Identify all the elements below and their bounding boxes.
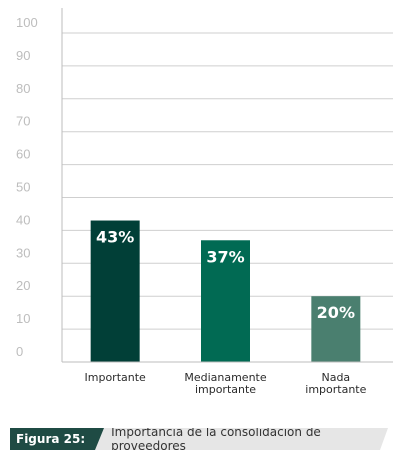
bar — [311, 296, 361, 362]
bar — [201, 240, 250, 362]
bar — [90, 220, 140, 362]
figure-number: Figura 25: — [10, 428, 105, 450]
y-tick-label: 40 — [16, 212, 30, 227]
bar-chart: 0 10 20 30 40 50 60 70 80 90 100 43% 37% 20% Importa… — [16, 8, 393, 396]
y-tick-label: 10 — [16, 311, 30, 326]
bar-value-label: 20% — [317, 303, 355, 322]
bar-value-label: 43% — [96, 228, 134, 247]
x-tick-label: Medianamente — [184, 371, 267, 384]
x-tick-label: importante — [305, 383, 366, 396]
y-tick-label: 50 — [16, 180, 30, 195]
y-tick-label: 70 — [16, 114, 30, 129]
y-tick-label: 80 — [16, 81, 30, 96]
y-tick-label: 20 — [16, 278, 30, 293]
x-axis: Importante MedianamenteimportanteNadaimpo… — [62, 361, 393, 396]
x-tick-label: importante — [195, 383, 256, 396]
y-tick-label: 90 — [16, 48, 30, 63]
figure-title: Importancia de la consolidación de prove… — [95, 428, 388, 450]
x-tick-label: Nada — [321, 371, 350, 384]
x-tick-label: Importante — [85, 371, 147, 384]
y-tick-label: 30 — [16, 245, 30, 260]
bar-value-label: 37% — [206, 247, 244, 266]
y-tick-label: 0 — [16, 344, 23, 359]
y-axis: 0 10 20 30 40 50 60 70 80 90 100 — [16, 8, 63, 362]
y-tick-label: 60 — [16, 147, 30, 162]
y-tick-label: 100 — [16, 15, 38, 30]
bars: 43% 37% 20% — [90, 220, 361, 362]
figure-caption: Figura 25: Importancia de la consolidaci… — [10, 428, 388, 450]
